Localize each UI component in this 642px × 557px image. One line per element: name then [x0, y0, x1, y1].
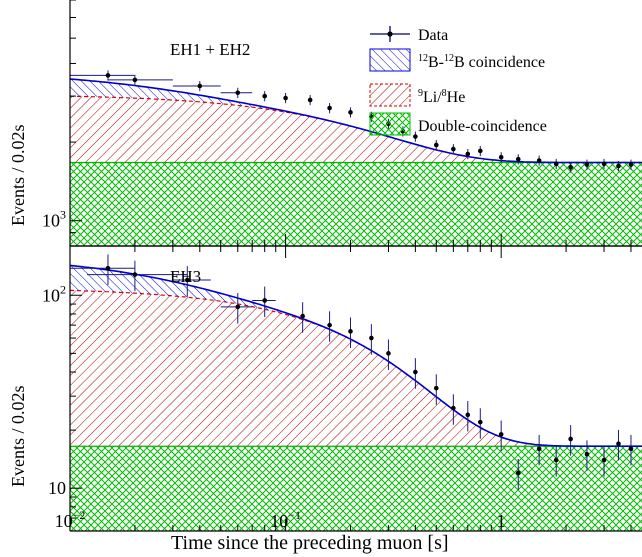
data-point-bottom-18 [553, 446, 559, 477]
data-point-bottom-7 [348, 317, 353, 348]
data-point-bottom-13 [465, 400, 471, 432]
data-point-top-6 [307, 94, 313, 106]
data-point-top-18 [515, 154, 521, 165]
legend-label-double: Double-coincidence [418, 118, 547, 135]
data-point-bottom-10 [413, 358, 418, 389]
panel-label-bottom: EH3 [170, 267, 201, 286]
data-point-top-15 [465, 149, 471, 160]
legend: Data 12B-12B coincidence 9Li/8He Double-… [369, 26, 547, 136]
legend-label-data: Data [418, 27, 448, 44]
legend-label-lihe: 9Li/8He [418, 88, 465, 106]
double-coincidence-fill-bottom [70, 446, 642, 531]
data-point-top-21 [568, 162, 573, 173]
data-point-bottom-23 [628, 434, 634, 466]
data-point-top-20 [553, 158, 559, 170]
data-point-bottom-17 [536, 434, 542, 466]
data-point-top-25 [628, 159, 634, 170]
legend-item-data: Data [370, 26, 448, 44]
y-tick-label-bottom-1: 102 [42, 282, 66, 305]
data-point-top-22 [584, 159, 590, 170]
x-tick-label-2: 1 [497, 511, 506, 531]
double-coincidence-fill-top [70, 162, 642, 246]
data-point-bottom-11 [433, 374, 439, 405]
panel-eh1-eh2: 103 EH1 + EH2 [42, 0, 642, 247]
data-point-top-2 [172, 80, 221, 92]
b12-fill-bottom [70, 265, 642, 447]
data-point-bottom-1 [87, 260, 188, 292]
data-point-bottom-0 [70, 254, 135, 285]
lihe-fill-bottom [70, 290, 642, 447]
legend-label-b12: 12B-12B coincidence [418, 53, 545, 71]
y-axis-title-top: Events / 0.02s [8, 125, 28, 227]
b12-fill-top [70, 79, 642, 163]
panel-eh3: 10 102 10−2 10−1 1 EH3 [42, 245, 642, 532]
data-point-bottom-3 [220, 293, 253, 324]
data-point-bottom-20 [584, 440, 590, 471]
data-point-bottom-16 [515, 459, 521, 490]
lihe-fill-top [70, 96, 642, 163]
data-point-top-19 [536, 155, 542, 166]
data-point-top-24 [616, 160, 621, 172]
data-point-bottom-5 [300, 302, 305, 333]
x-axis-title: Time since the preceding muon [s] [171, 532, 449, 554]
data-point-bottom-15 [498, 420, 504, 452]
data-point-top-5 [283, 93, 288, 104]
fit-curve-top [70, 78, 642, 164]
data-point-top-17 [498, 152, 504, 163]
legend-item-double: Double-coincidence [369, 112, 547, 136]
data-point-top-12 [413, 131, 418, 142]
data-point-bottom-22 [616, 429, 621, 461]
y-tick-label-bottom-0: 10 [48, 478, 66, 498]
data-point-bottom-2 [172, 266, 211, 297]
data-point-top-1 [107, 74, 173, 86]
x-tick-label-0: 10−2 [55, 508, 86, 531]
data-point-bottom-19 [568, 425, 573, 456]
data-point-bottom-14 [477, 408, 483, 439]
data-point-top-16 [477, 145, 483, 157]
data-point-bottom-4 [252, 286, 276, 318]
legend-item-b12: 12B-12B coincidence [369, 48, 545, 72]
data-point-bottom-12 [451, 394, 456, 425]
data-point-top-13 [433, 139, 439, 151]
data-point-top-0 [70, 70, 135, 81]
data-point-top-14 [451, 144, 456, 155]
data-point-top-4 [262, 91, 267, 102]
data-point-bottom-6 [327, 311, 332, 342]
data-point-bottom-21 [601, 446, 607, 477]
data-point-top-7 [327, 103, 332, 114]
data-point-top-8 [348, 107, 353, 118]
fit-curve-bottom [70, 264, 642, 447]
panel-label-top: EH1 + EH2 [170, 40, 250, 59]
legend-item-lihe: 9Li/8He [369, 83, 465, 107]
data-point-bottom-8 [369, 324, 374, 355]
data-point-top-23 [601, 158, 607, 170]
y-axis-title-bottom: Events / 0.02s [8, 386, 28, 488]
data-point-top-3 [220, 87, 253, 98]
y-tick-label-top-0: 103 [42, 208, 66, 231]
data-point-bottom-9 [386, 339, 391, 370]
x-tick-label-1: 10−1 [270, 508, 301, 531]
